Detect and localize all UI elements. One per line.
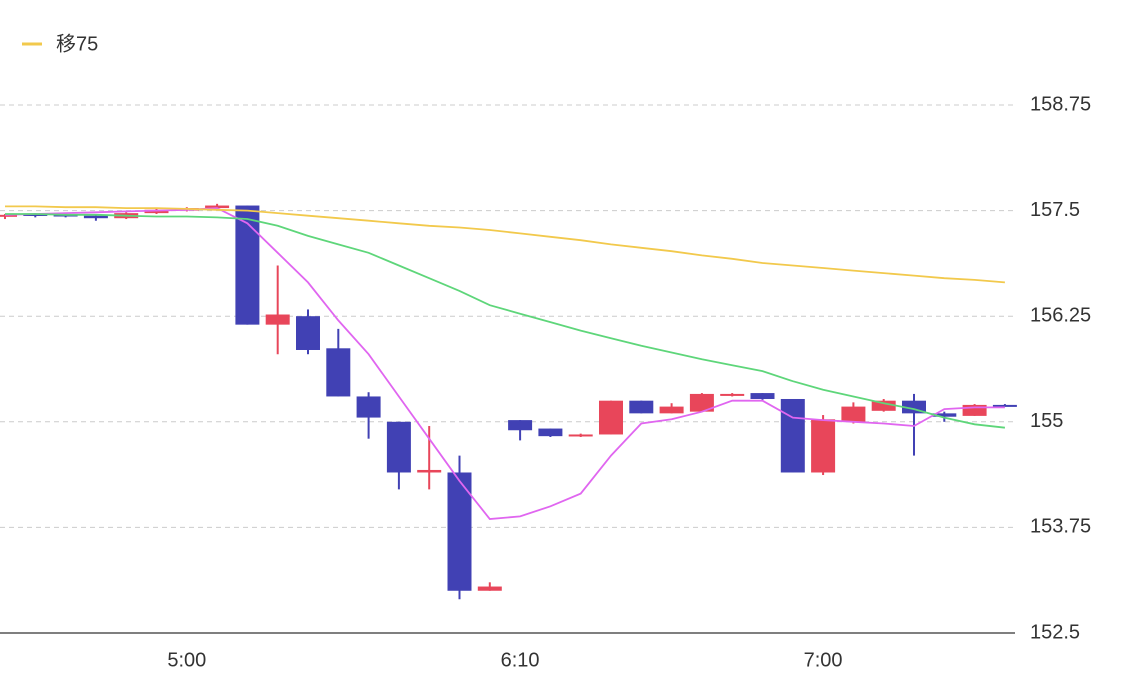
candle-body (386, 421, 411, 473)
candle-body (659, 406, 684, 414)
candle-body (720, 393, 745, 396)
candle-body (235, 205, 260, 325)
x-tick-label: 7:00 (804, 649, 843, 671)
x-tick-label: 6:10 (501, 649, 540, 671)
candle-body (417, 469, 442, 473)
candle-body (811, 419, 836, 473)
candle-body (296, 316, 320, 350)
candle-body (689, 393, 714, 412)
moving-average-line (5, 205, 1005, 284)
candle-body (992, 404, 1017, 407)
moving-average-line (4, 207, 1005, 520)
y-tick-label: 152.5 (1030, 621, 1080, 643)
candle-body (962, 404, 987, 416)
candle-body (265, 314, 290, 325)
candle-body (0, 214, 17, 217)
y-tick-label: 155 (1030, 410, 1063, 432)
y-tick-label: 158.75 (1030, 93, 1091, 115)
candle-body (871, 400, 896, 411)
y-tick-label: 156.25 (1030, 304, 1091, 326)
candle-body (356, 396, 381, 418)
candle-body (780, 398, 805, 473)
candle-body (750, 393, 775, 399)
y-tick-label: 157.5 (1030, 199, 1080, 221)
candle-body (932, 413, 957, 417)
candle-body (568, 434, 593, 437)
candle-body (477, 586, 502, 591)
x-tick-label: 5:00 (167, 649, 206, 671)
candle-body (326, 348, 351, 397)
candle-body (205, 205, 230, 209)
moving-average-line (5, 213, 1006, 429)
candle-body (83, 215, 108, 219)
candle-body (508, 420, 533, 431)
candle-body (599, 400, 623, 435)
y-tick-label: 153.75 (1030, 516, 1091, 538)
candle-body (629, 400, 654, 414)
candle-body (841, 406, 866, 422)
legend-label: 移75 (56, 32, 98, 55)
candle-body (23, 213, 48, 216)
candle-body (538, 428, 563, 437)
